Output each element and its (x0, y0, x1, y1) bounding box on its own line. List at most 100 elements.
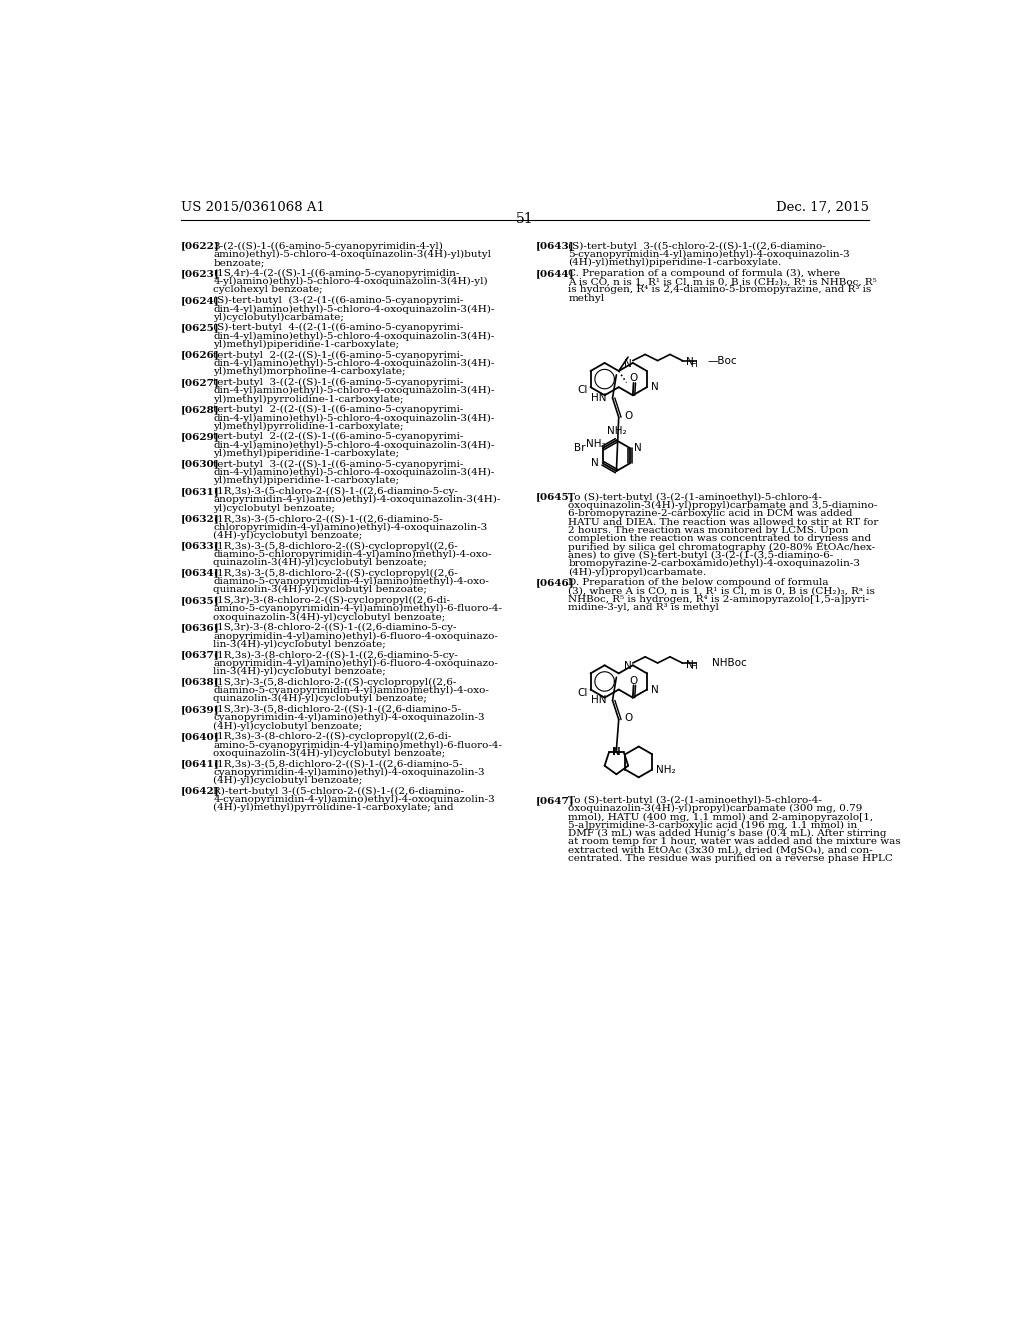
Text: yl)methyl)pyrrolidine-1-carboxylate;: yl)methyl)pyrrolidine-1-carboxylate; (213, 395, 403, 404)
Text: [0642]: [0642] (180, 787, 219, 796)
Text: oxoquinazolin-3(4H)-yl)propyl)carbamate (300 mg, 0.79: oxoquinazolin-3(4H)-yl)propyl)carbamate … (568, 804, 862, 813)
Text: 6-bromopyrazine-2-carboxylic acid in DCM was added: 6-bromopyrazine-2-carboxylic acid in DCM… (568, 510, 853, 519)
Text: [0647]: [0647] (536, 796, 574, 805)
Text: Br: Br (574, 444, 586, 453)
Text: NH₂: NH₂ (586, 440, 605, 449)
Text: anopyrimidin-4-yl)amino)ethyl)-4-oxoquinazolin-3(4H)-: anopyrimidin-4-yl)amino)ethyl)-4-oxoquin… (213, 495, 501, 504)
Text: yl)methyl)morpholine-4-carboxylate;: yl)methyl)morpholine-4-carboxylate; (213, 367, 406, 376)
Text: [0638]: [0638] (180, 677, 219, 686)
Text: yl)cyclobutyl benzoate;: yl)cyclobutyl benzoate; (213, 503, 335, 512)
Text: US 2015/0361068 A1: US 2015/0361068 A1 (180, 201, 325, 214)
Text: [0646]: [0646] (536, 578, 574, 587)
Text: (S)-tert-butyl  (3-(2-(1-((6-amino-5-cyanopyrimi-: (S)-tert-butyl (3-(2-(1-((6-amino-5-cyan… (213, 296, 464, 305)
Text: at room temp for 1 hour, water was added and the mixture was: at room temp for 1 hour, water was added… (568, 837, 901, 846)
Text: [0635]: [0635] (180, 595, 219, 605)
Text: DMF (3 mL) was added Hunig’s base (0.4 mL). After stirring: DMF (3 mL) was added Hunig’s base (0.4 m… (568, 829, 887, 838)
Text: diamino-5-cyanopyrimidin-4-yl)amino)methyl)-4-oxo-: diamino-5-cyanopyrimidin-4-yl)amino)meth… (213, 686, 489, 696)
Text: (1R,3s)-3-(5,8-dichloro-2-((S)-cyclopropyl((2,6-: (1R,3s)-3-(5,8-dichloro-2-((S)-cycloprop… (213, 541, 458, 550)
Text: din-4-yl)amino)ethyl)-5-chloro-4-oxoquinazolin-3(4H)-: din-4-yl)amino)ethyl)-5-chloro-4-oxoquin… (213, 441, 495, 450)
Text: (S)-tert-butyl  3-((5-chloro-2-((S)-1-((2,6-diamino-: (S)-tert-butyl 3-((5-chloro-2-((S)-1-((2… (568, 242, 826, 251)
Text: 4-yl)amino)ethyl)-5-chloro-4-oxoquinazolin-3(4H)-yl): 4-yl)amino)ethyl)-5-chloro-4-oxoquinazol… (213, 277, 487, 286)
Text: lin-3(4H)-yl)cyclobutyl benzoate;: lin-3(4H)-yl)cyclobutyl benzoate; (213, 640, 386, 649)
Text: [0643]: [0643] (536, 242, 574, 251)
Text: To (S)-tert-butyl (3-(2-(1-aminoethyl)-5-chloro-4-: To (S)-tert-butyl (3-(2-(1-aminoethyl)-5… (568, 492, 822, 502)
Text: quinazolin-3(4H)-yl)cyclobutyl benzoate;: quinazolin-3(4H)-yl)cyclobutyl benzoate; (213, 558, 427, 568)
Text: (1S,3r)-3-(8-chloro-2-((S)-cyclopropyl((2,6-di-: (1S,3r)-3-(8-chloro-2-((S)-cyclopropyl((… (213, 595, 451, 605)
Text: amino-5-cyanopyrimidin-4-yl)amino)methyl)-6-fluoro-4-: amino-5-cyanopyrimidin-4-yl)amino)methyl… (213, 605, 502, 614)
Text: N: N (624, 661, 631, 671)
Text: [0625]: [0625] (180, 323, 219, 333)
Text: (4H)-yl)cyclobutyl benzoate;: (4H)-yl)cyclobutyl benzoate; (213, 722, 362, 731)
Text: oxoquinazolin-3(4H)-yl)cyclobutyl benzoate;: oxoquinazolin-3(4H)-yl)cyclobutyl benzoa… (213, 748, 445, 758)
Text: yl)cyclobutyl)carbamate;: yl)cyclobutyl)carbamate; (213, 313, 344, 322)
Text: din-4-yl)amino)ethyl)-5-chloro-4-oxoquinazolin-3(4H)-: din-4-yl)amino)ethyl)-5-chloro-4-oxoquin… (213, 305, 495, 314)
Text: oxoquinazolin-3(4H)-yl)propyl)carbamate and 3,5-diamino-: oxoquinazolin-3(4H)-yl)propyl)carbamate … (568, 502, 878, 510)
Text: A is CO, n is 1, R¹ is Cl, m is 0, B is (CH₂)₃, Rᵃ is NHBoc, R⁵: A is CO, n is 1, R¹ is Cl, m is 0, B is … (568, 277, 877, 286)
Text: HN: HN (591, 393, 606, 403)
Text: [0633]: [0633] (180, 541, 219, 550)
Text: 5-a]pyrimidine-3-carboxylic acid (196 mg, 1.1 mmol) in: 5-a]pyrimidine-3-carboxylic acid (196 mg… (568, 821, 857, 830)
Text: N: N (685, 358, 693, 367)
Text: anopyrimidin-4-yl)amino)ethyl)-6-fluoro-4-oxoquinazo-: anopyrimidin-4-yl)amino)ethyl)-6-fluoro-… (213, 659, 498, 668)
Text: amino)ethyl)-5-chloro-4-oxoquinazolin-3(4H)-yl)butyl: amino)ethyl)-5-chloro-4-oxoquinazolin-3(… (213, 249, 492, 259)
Text: [0630]: [0630] (180, 459, 219, 469)
Text: yl)methyl)piperidine-1-carboxylate;: yl)methyl)piperidine-1-carboxylate; (213, 477, 399, 486)
Text: (1R,3s)-3-(8-chloro-2-((S)-cyclopropyl((2,6-di-: (1R,3s)-3-(8-chloro-2-((S)-cyclopropyl((… (213, 733, 452, 742)
Text: HN: HN (591, 696, 606, 705)
Text: (1S,3r)-3-(5,8-dichloro-2-((S)-cyclopropyl((2,6-: (1S,3r)-3-(5,8-dichloro-2-((S)-cycloprop… (213, 677, 457, 686)
Text: [0641]: [0641] (180, 759, 219, 768)
Text: (1S,3r)-3-(8-chloro-2-((S)-1-((2,6-diamino-5-cy-: (1S,3r)-3-(8-chloro-2-((S)-1-((2,6-diami… (213, 623, 457, 632)
Text: mmol), HATU (400 mg, 1.1 mmol) and 2-aminopyrazolo[1,: mmol), HATU (400 mg, 1.1 mmol) and 2-ami… (568, 812, 873, 821)
Text: tert-butyl  3-((2-((S)-1-((6-amino-5-cyanopyrimi-: tert-butyl 3-((2-((S)-1-((6-amino-5-cyan… (213, 459, 464, 469)
Text: [0624]: [0624] (180, 296, 219, 305)
Text: [0640]: [0640] (180, 733, 219, 742)
Text: D. Preparation of the below compound of formula: D. Preparation of the below compound of … (568, 578, 828, 587)
Text: [0637]: [0637] (180, 651, 219, 660)
Text: H: H (690, 360, 697, 370)
Text: chloropyrimidin-4-yl)amino)ethyl)-4-oxoquinazolin-3: chloropyrimidin-4-yl)amino)ethyl)-4-oxoq… (213, 523, 487, 532)
Text: NH₂: NH₂ (656, 764, 676, 775)
Text: Cl: Cl (578, 385, 588, 395)
Text: O: O (630, 374, 638, 383)
Text: completion the reaction was concentrated to dryness and: completion the reaction was concentrated… (568, 535, 871, 544)
Text: Cl: Cl (578, 688, 588, 698)
Text: (S)-tert-butyl  4-((2-(1-((6-amino-5-cyanopyrimi-: (S)-tert-butyl 4-((2-(1-((6-amino-5-cyan… (213, 323, 464, 333)
Text: din-4-yl)amino)ethyl)-5-chloro-4-oxoquinazolin-3(4H)-: din-4-yl)amino)ethyl)-5-chloro-4-oxoquin… (213, 359, 495, 368)
Text: 4-cyanopyrimidin-4-yl)amino)ethyl)-4-oxoquinazolin-3: 4-cyanopyrimidin-4-yl)amino)ethyl)-4-oxo… (213, 795, 495, 804)
Text: yl)methyl)piperidine-1-carboxylate;: yl)methyl)piperidine-1-carboxylate; (213, 341, 399, 348)
Text: N: N (651, 685, 658, 694)
Text: H: H (690, 663, 697, 672)
Text: (1R,3s)-3-(5-chloro-2-((S)-1-((2,6-diamino-5-: (1R,3s)-3-(5-chloro-2-((S)-1-((2,6-diami… (213, 515, 443, 523)
Text: (4H)-yl)methyl)piperidine-1-carboxylate.: (4H)-yl)methyl)piperidine-1-carboxylate. (568, 259, 781, 268)
Text: [0622]: [0622] (180, 242, 219, 251)
Text: benzoate;: benzoate; (213, 259, 264, 267)
Text: [0623]: [0623] (180, 269, 219, 277)
Text: N: N (591, 458, 598, 469)
Text: R)-tert-butyl 3-((5-chloro-2-((S)-1-((2,6-diamino-: R)-tert-butyl 3-((5-chloro-2-((S)-1-((2,… (213, 787, 464, 796)
Text: 3-(2-((S)-1-((6-amino-5-cyanopyrimidin-4-yl): 3-(2-((S)-1-((6-amino-5-cyanopyrimidin-4… (213, 242, 443, 251)
Text: [0629]: [0629] (180, 433, 219, 441)
Text: (1R,3s)-3-(8-chloro-2-((S)-1-((2,6-diamino-5-cy-: (1R,3s)-3-(8-chloro-2-((S)-1-((2,6-diami… (213, 651, 458, 660)
Text: [0628]: [0628] (180, 405, 219, 414)
Text: tert-butyl  2-((2-((S)-1-((6-amino-5-cyanopyrimi-: tert-butyl 2-((2-((S)-1-((6-amino-5-cyan… (213, 405, 464, 414)
Text: N: N (612, 747, 620, 756)
Text: yl)methyl)pyrrolidine-1-carboxylate;: yl)methyl)pyrrolidine-1-carboxylate; (213, 422, 403, 430)
Text: To (S)-tert-butyl (3-(2-(1-aminoethyl)-5-chloro-4-: To (S)-tert-butyl (3-(2-(1-aminoethyl)-5… (568, 796, 822, 805)
Text: N: N (651, 383, 658, 392)
Text: quinazolin-3(4H)-yl)cyclobutyl benzoate;: quinazolin-3(4H)-yl)cyclobutyl benzoate; (213, 694, 427, 704)
Text: amino-5-cyanopyrimidin-4-yl)amino)methyl)-6-fluoro-4-: amino-5-cyanopyrimidin-4-yl)amino)methyl… (213, 741, 502, 750)
Text: [0627]: [0627] (180, 378, 219, 387)
Text: [0645]: [0645] (536, 492, 574, 502)
Text: yl)methyl)piperidine-1-carboxylate;: yl)methyl)piperidine-1-carboxylate; (213, 449, 399, 458)
Text: [0626]: [0626] (180, 351, 219, 359)
Text: oxoquinazolin-3(4H)-yl)cyclobutyl benzoate;: oxoquinazolin-3(4H)-yl)cyclobutyl benzoa… (213, 612, 445, 622)
Text: centrated. The residue was purified on a reverse phase HPLC: centrated. The residue was purified on a… (568, 854, 893, 863)
Text: [0636]: [0636] (180, 623, 219, 632)
Text: N: N (635, 444, 642, 453)
Text: (1S,3r)-3-(5,8-dichloro-2-((S)-1-((2,6-diamino-5-: (1S,3r)-3-(5,8-dichloro-2-((S)-1-((2,6-d… (213, 705, 462, 714)
Text: (4H)-yl)cyclobutyl benzoate;: (4H)-yl)cyclobutyl benzoate; (213, 531, 362, 540)
Text: HATU and DIEA. The reaction was allowed to stir at RT for: HATU and DIEA. The reaction was allowed … (568, 517, 879, 527)
Text: anes) to give (S)-tert-butyl (3-(2-(1-(3,5-diamino-6-: anes) to give (S)-tert-butyl (3-(2-(1-(3… (568, 550, 834, 560)
Text: diamino-5-cyanopyrimidin-4-yl)amino)methyl)-4-oxo-: diamino-5-cyanopyrimidin-4-yl)amino)meth… (213, 577, 489, 586)
Text: methyl: methyl (568, 294, 604, 302)
